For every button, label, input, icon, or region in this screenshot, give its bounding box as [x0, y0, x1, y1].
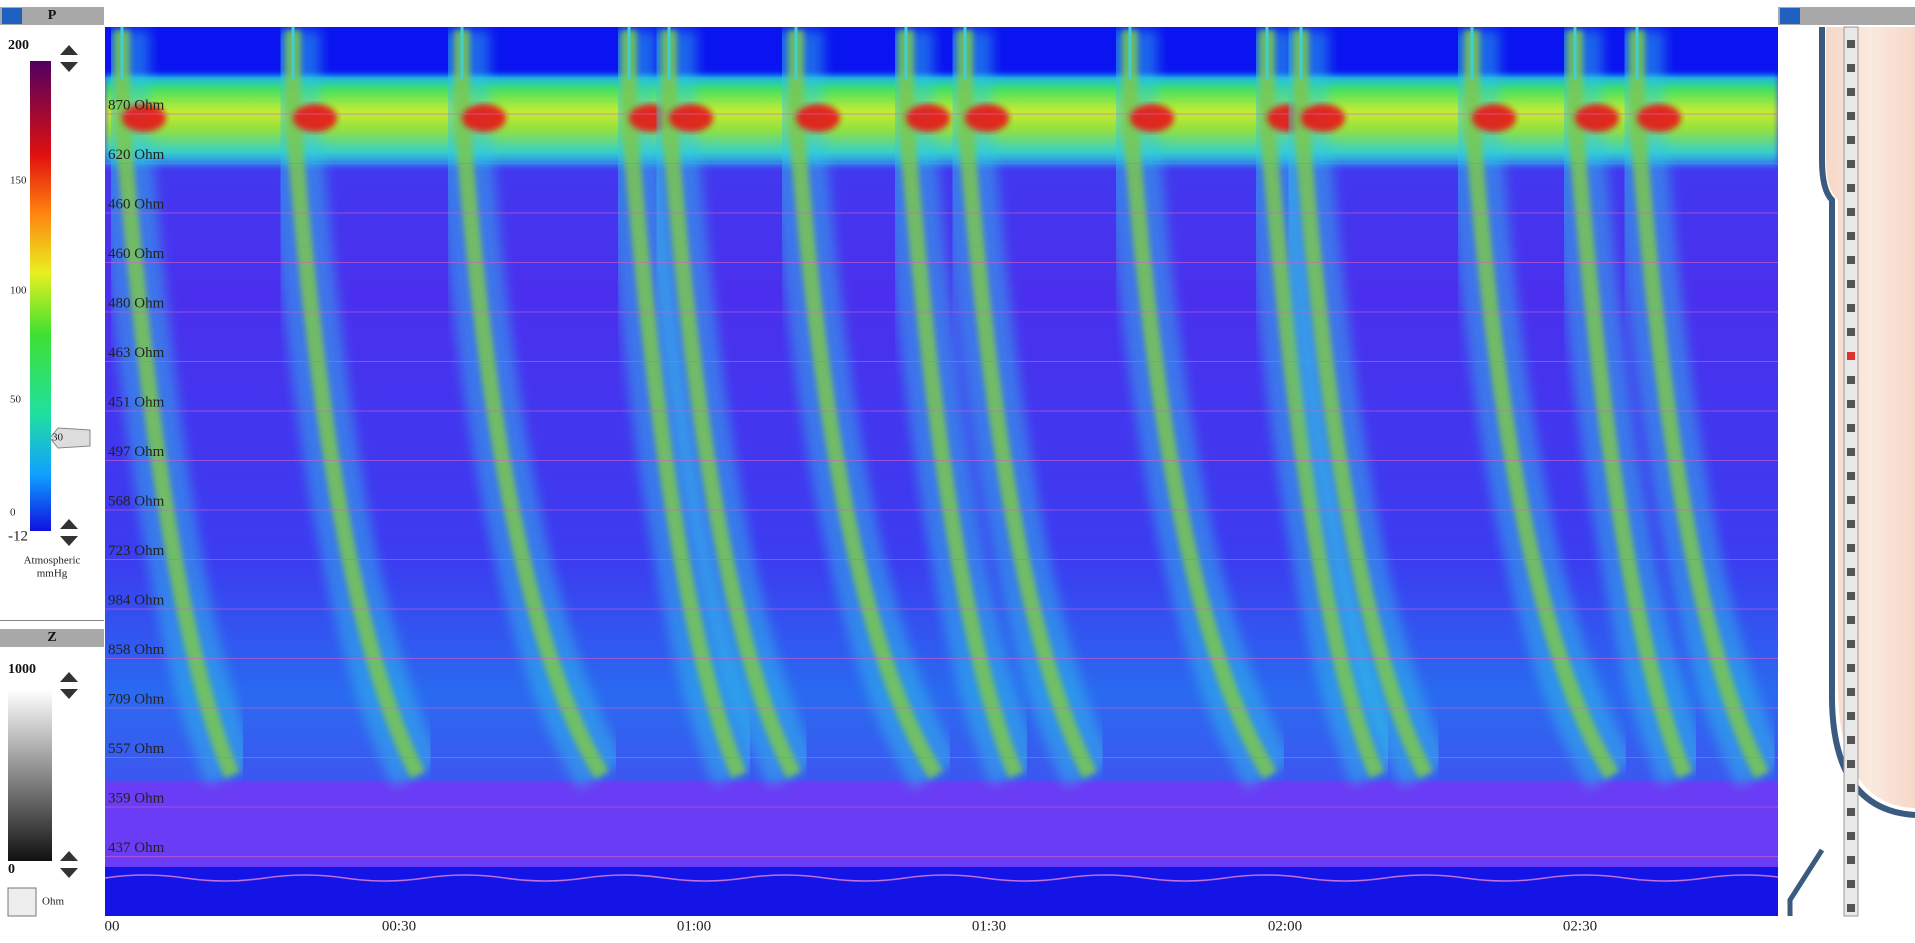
scale-max: 1000 [8, 662, 36, 677]
time-label: 02:30 [1563, 918, 1597, 934]
sensor [1847, 184, 1855, 192]
channel-label: 984 Ohm [108, 592, 165, 608]
sensor [1847, 880, 1855, 888]
sensor [1847, 64, 1855, 72]
sensor [1847, 352, 1855, 360]
channel-label: 723 Ohm [108, 543, 165, 559]
sensor [1847, 328, 1855, 336]
gray-scale [8, 690, 52, 861]
scale-min: -12 [8, 528, 28, 544]
sensor [1847, 568, 1855, 576]
scale-tick: 50 [10, 394, 22, 406]
sensor [1847, 904, 1855, 912]
color-scale [30, 61, 51, 531]
body: {"pressure_panel": {"title": "P", "max":… [0, 0, 1915, 943]
expand-button[interactable] [1780, 8, 1800, 24]
expand-button[interactable] [2, 8, 22, 24]
sensor [1847, 136, 1855, 144]
channel-label: 359 Ohm [108, 790, 165, 806]
sensor [1847, 736, 1855, 744]
channel-label: 480 Ohm [108, 295, 165, 311]
max-spinner[interactable] [60, 45, 78, 72]
channel-label: 709 Ohm [108, 691, 165, 707]
sensor [1847, 496, 1855, 504]
sensor [1847, 664, 1855, 672]
peak [669, 104, 713, 132]
sensor [1847, 256, 1855, 264]
channel-label: 460 Ohm [108, 196, 165, 212]
channel-label: 497 Ohm [108, 444, 165, 460]
sensor [1847, 160, 1855, 168]
sensor [1847, 304, 1855, 312]
peak [1637, 104, 1681, 132]
channel-label: 858 Ohm [108, 642, 165, 658]
sensor [1847, 400, 1855, 408]
impedance-toggle[interactable] [8, 888, 36, 916]
min-spinner[interactable] [60, 519, 78, 546]
sensor [1847, 808, 1855, 816]
sensor [1847, 688, 1855, 696]
channel-label: 620 Ohm [108, 147, 165, 163]
sensor [1847, 472, 1855, 480]
sensor [1847, 448, 1855, 456]
scale-min: 0 [8, 862, 15, 877]
sensor [1847, 40, 1855, 48]
sensor [1847, 88, 1855, 96]
scale-tick: 100 [10, 285, 27, 297]
unit-label: mmHg [37, 568, 68, 580]
channel-label: 557 Ohm [108, 741, 165, 757]
peak [965, 104, 1009, 132]
panel-title: P [48, 8, 57, 23]
time-label: 02:00 [1268, 918, 1302, 934]
sensor [1847, 712, 1855, 720]
sensor [1847, 760, 1855, 768]
channel-label: 463 Ohm [108, 345, 165, 361]
time-label: 00:30 [382, 918, 416, 934]
page: body { margin: 0; width: 1915px; height:… [0, 0, 1915, 943]
channel-label: 437 Ohm [108, 840, 165, 856]
sensor [1847, 376, 1855, 384]
peak [1472, 104, 1516, 132]
time-label: 00 [105, 918, 120, 934]
sensor [1847, 544, 1855, 552]
sensor [1847, 640, 1855, 648]
unit-label: Atmospheric [24, 555, 81, 567]
sensor [1847, 208, 1855, 216]
sensor [1847, 592, 1855, 600]
scale-tick: 0 [10, 507, 16, 519]
channel-label: 460 Ohm [108, 246, 165, 262]
threshold-value: 30 [52, 432, 64, 444]
sensor [1847, 520, 1855, 528]
pressure-topography [105, 27, 1865, 916]
unit-label: Ohm [42, 896, 64, 908]
panel-title: Z [47, 630, 56, 645]
sensor [1847, 232, 1855, 240]
sensor [1847, 280, 1855, 288]
min-spinner[interactable] [60, 851, 78, 878]
max-spinner[interactable] [60, 672, 78, 699]
channel-label: 870 Ohm [108, 97, 165, 113]
peak [293, 104, 337, 132]
sensor [1847, 112, 1855, 120]
channel-label: 568 Ohm [108, 493, 165, 509]
sensor [1847, 424, 1855, 432]
channel-label: 451 Ohm [108, 394, 165, 410]
screen: P 200 -12 150100500 30 Atmospheric mmHg … [0, 0, 1915, 943]
scale-max: 200 [8, 38, 29, 53]
sensor [1847, 856, 1855, 864]
sensor [1847, 616, 1855, 624]
sensor [1847, 784, 1855, 792]
peak [796, 104, 840, 132]
scale-tick: 150 [10, 175, 27, 187]
time-label: 01:30 [972, 918, 1006, 934]
sensor [1847, 832, 1855, 840]
time-label: 01:00 [677, 918, 711, 934]
peak [462, 104, 506, 132]
peak [1130, 104, 1174, 132]
peak [1301, 104, 1345, 132]
